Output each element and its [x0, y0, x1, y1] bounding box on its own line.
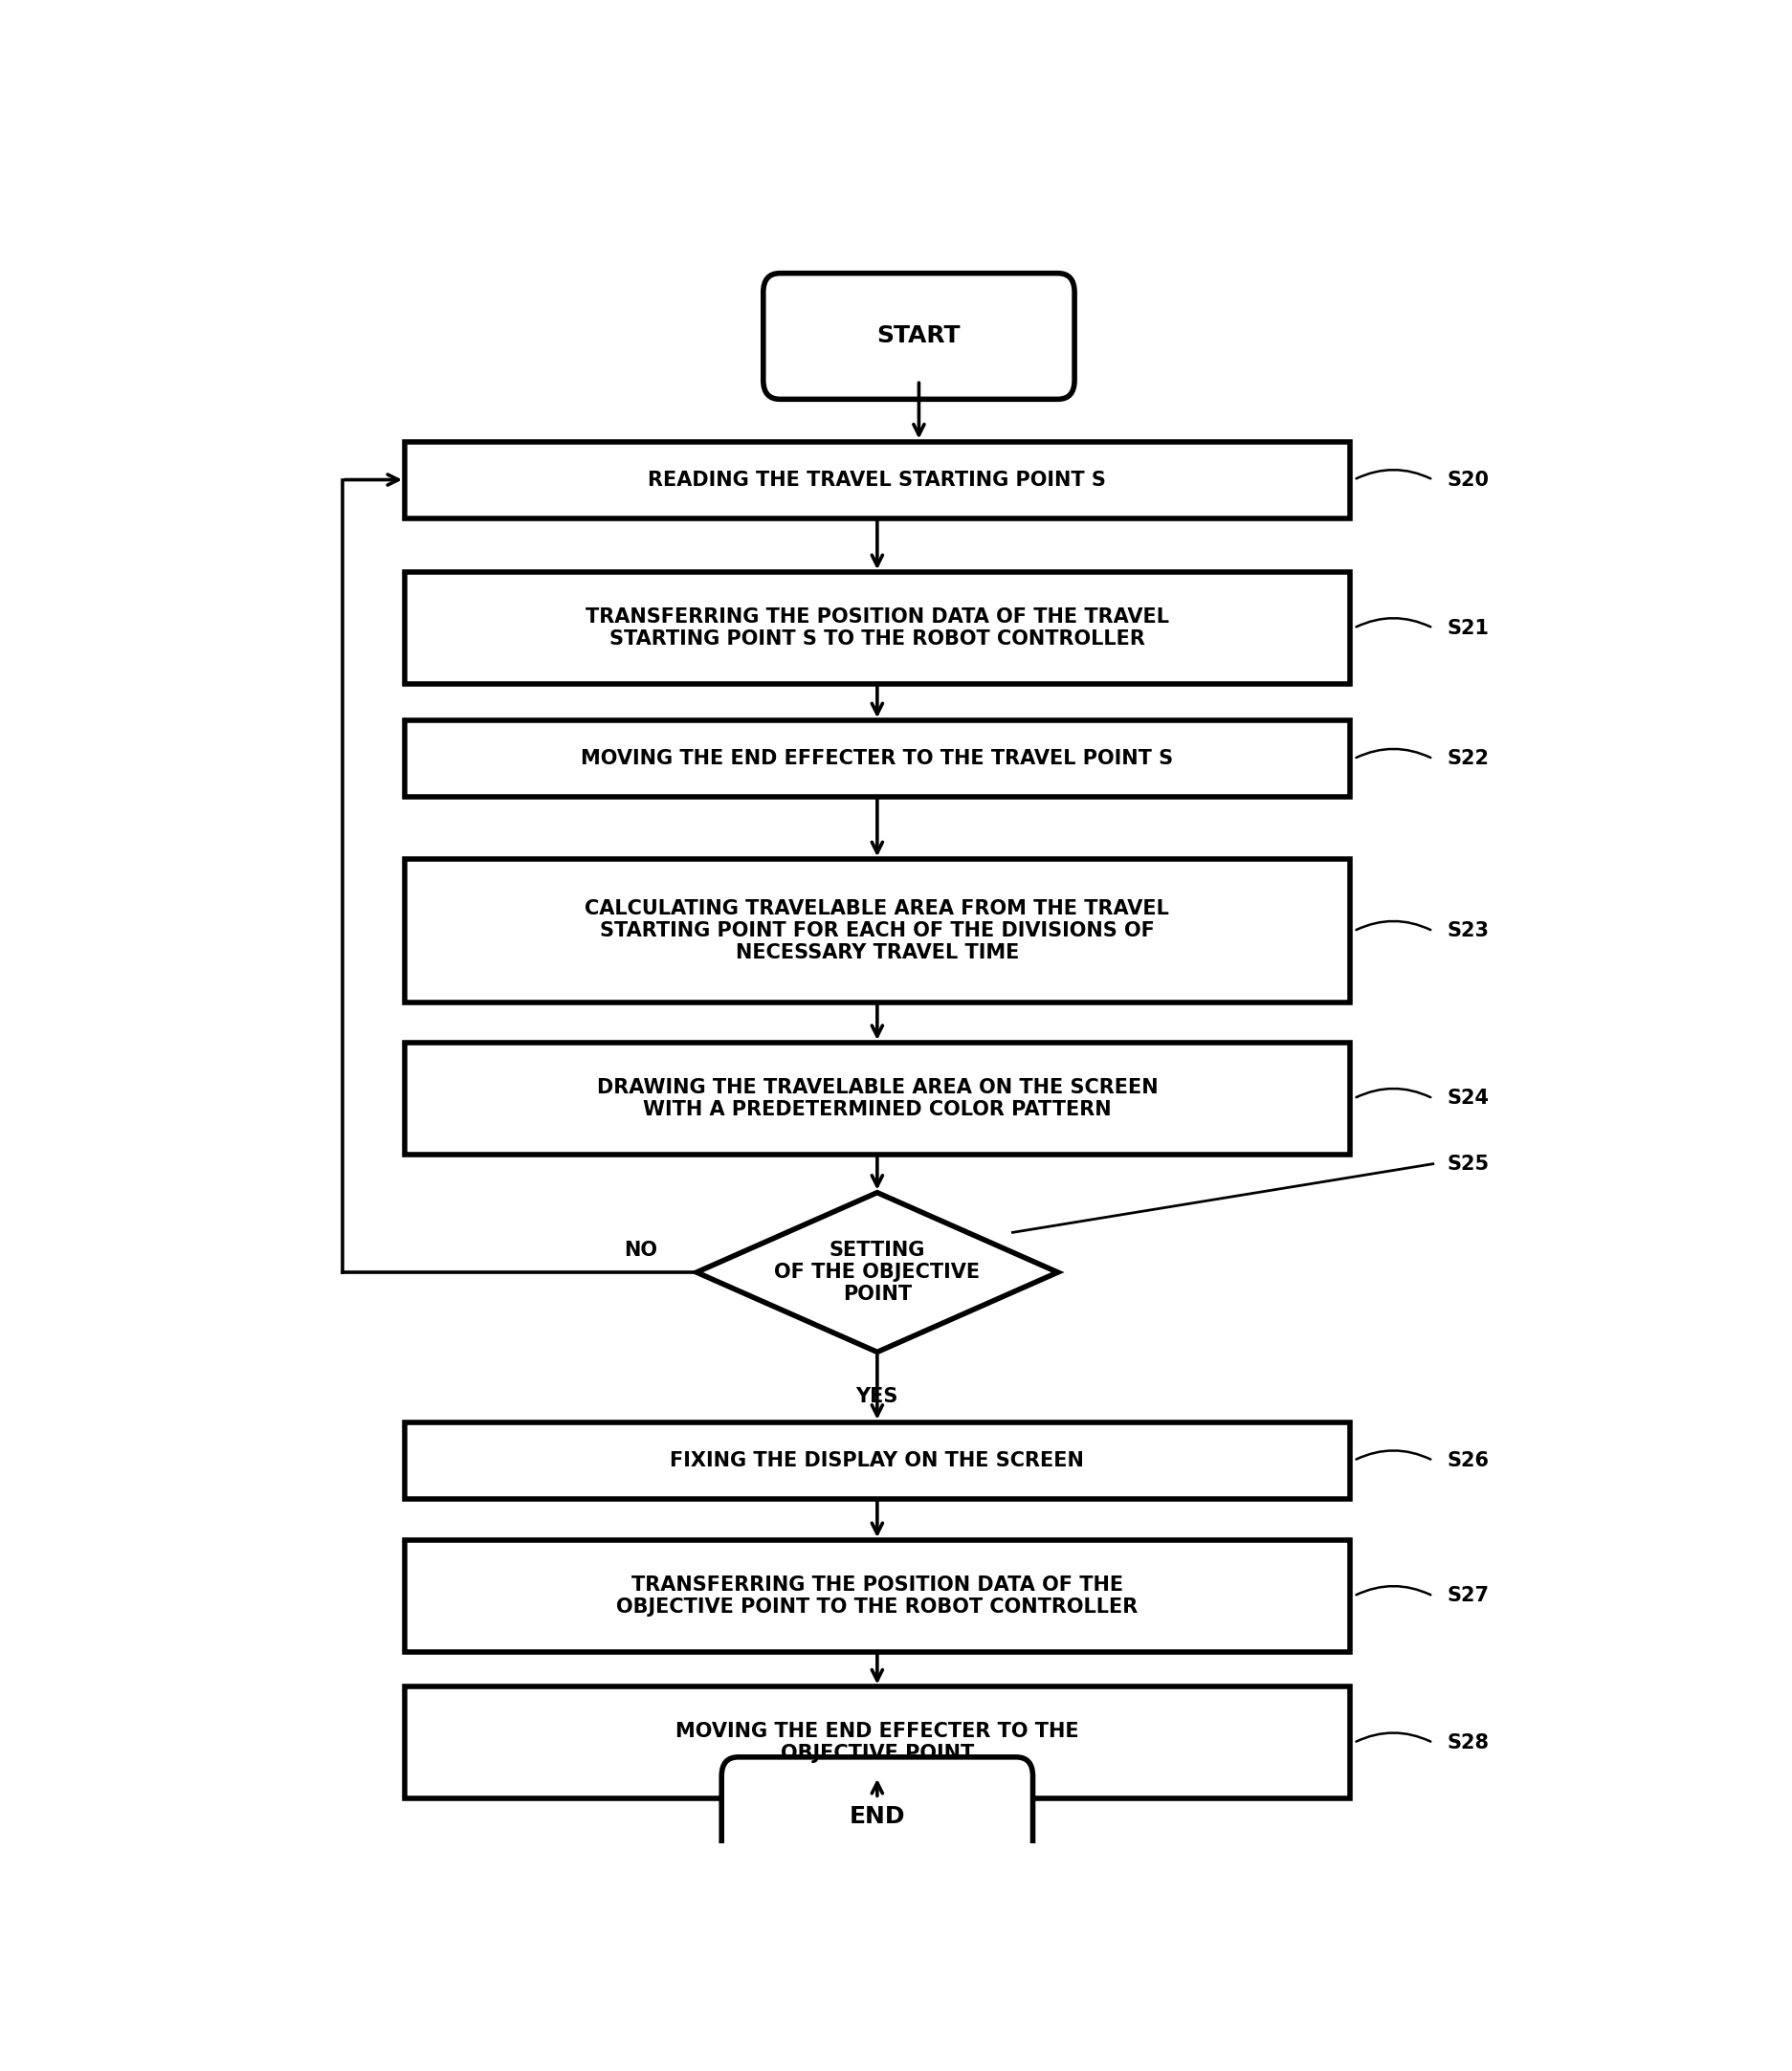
Text: NO: NO	[624, 1241, 658, 1259]
Text: YES: YES	[855, 1388, 898, 1406]
Text: S20: S20	[1446, 470, 1487, 489]
Text: S28: S28	[1446, 1733, 1487, 1752]
Bar	[405, 1423, 1349, 1499]
Text: TRANSFERRING THE POSITION DATA OF THE
OBJECTIVE POINT TO THE ROBOT CONTROLLER: TRANSFERRING THE POSITION DATA OF THE OB…	[616, 1576, 1138, 1617]
Text: S26: S26	[1446, 1452, 1487, 1470]
Text: FIXING THE DISPLAY ON THE SCREEN: FIXING THE DISPLAY ON THE SCREEN	[670, 1452, 1084, 1470]
Text: START: START	[876, 325, 961, 348]
Bar	[405, 721, 1349, 797]
Text: END: END	[849, 1804, 905, 1827]
Text: S22: S22	[1446, 750, 1487, 768]
Text: S24: S24	[1446, 1089, 1487, 1108]
Text: MOVING THE END EFFECTER TO THE
OBJECTIVE POINT: MOVING THE END EFFECTER TO THE OBJECTIVE…	[676, 1723, 1079, 1762]
Text: SETTING
OF THE OBJECTIVE
POINT: SETTING OF THE OBJECTIVE POINT	[774, 1241, 980, 1305]
Text: S25: S25	[1446, 1154, 1489, 1174]
Text: MOVING THE END EFFECTER TO THE TRAVEL POINT S: MOVING THE END EFFECTER TO THE TRAVEL PO…	[581, 750, 1172, 768]
Text: CALCULATING TRAVELABLE AREA FROM THE TRAVEL
STARTING POINT FOR EACH OF THE DIVIS: CALCULATING TRAVELABLE AREA FROM THE TRA…	[584, 899, 1168, 963]
Bar	[405, 1688, 1349, 1798]
FancyBboxPatch shape	[720, 1756, 1032, 1874]
Text: S27: S27	[1446, 1586, 1487, 1605]
Bar	[405, 1541, 1349, 1653]
Text: DRAWING THE TRAVELABLE AREA ON THE SCREEN
WITH A PREDETERMINED COLOR PATTERN: DRAWING THE TRAVELABLE AREA ON THE SCREE…	[597, 1077, 1158, 1118]
Text: READING THE TRAVEL STARTING POINT S: READING THE TRAVEL STARTING POINT S	[647, 470, 1106, 489]
Text: S21: S21	[1446, 619, 1487, 638]
Polygon shape	[695, 1193, 1057, 1352]
Bar	[405, 441, 1349, 518]
Bar	[405, 572, 1349, 683]
Bar	[405, 1042, 1349, 1154]
FancyBboxPatch shape	[763, 273, 1073, 400]
Text: TRANSFERRING THE POSITION DATA OF THE TRAVEL
STARTING POINT S TO THE ROBOT CONTR: TRANSFERRING THE POSITION DATA OF THE TR…	[584, 607, 1168, 648]
Text: S23: S23	[1446, 922, 1487, 940]
Bar	[405, 859, 1349, 1002]
